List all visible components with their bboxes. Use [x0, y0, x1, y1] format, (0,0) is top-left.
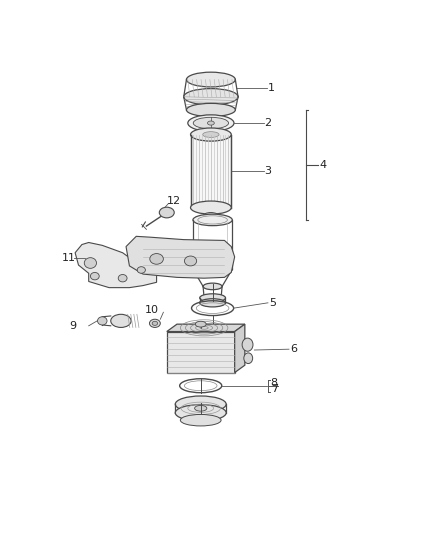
- Ellipse shape: [187, 72, 235, 87]
- Ellipse shape: [159, 207, 174, 218]
- Ellipse shape: [98, 317, 107, 325]
- Ellipse shape: [184, 256, 197, 266]
- Ellipse shape: [150, 254, 163, 264]
- Ellipse shape: [137, 266, 145, 273]
- Text: 4: 4: [320, 160, 327, 170]
- Text: 2: 2: [265, 118, 272, 128]
- Text: 12: 12: [167, 197, 181, 206]
- Ellipse shape: [244, 353, 253, 364]
- Ellipse shape: [195, 321, 206, 327]
- Ellipse shape: [191, 128, 231, 141]
- Polygon shape: [235, 324, 245, 373]
- Ellipse shape: [175, 405, 226, 421]
- Ellipse shape: [203, 283, 222, 290]
- Ellipse shape: [242, 338, 253, 351]
- Text: 8: 8: [271, 378, 278, 388]
- Ellipse shape: [203, 132, 219, 138]
- Ellipse shape: [84, 257, 96, 268]
- Polygon shape: [75, 243, 156, 288]
- Ellipse shape: [208, 121, 214, 125]
- Ellipse shape: [180, 415, 221, 426]
- Ellipse shape: [200, 298, 226, 307]
- Text: 6: 6: [290, 344, 297, 354]
- Text: 5: 5: [269, 298, 276, 308]
- Ellipse shape: [193, 214, 232, 225]
- Polygon shape: [167, 324, 245, 332]
- Ellipse shape: [193, 117, 229, 129]
- Ellipse shape: [200, 294, 226, 302]
- Polygon shape: [126, 236, 235, 278]
- Ellipse shape: [188, 115, 234, 131]
- Ellipse shape: [90, 272, 99, 280]
- Ellipse shape: [193, 263, 232, 275]
- Ellipse shape: [175, 396, 226, 413]
- Ellipse shape: [187, 103, 235, 117]
- Ellipse shape: [197, 415, 204, 419]
- Ellipse shape: [111, 314, 131, 327]
- Text: 9: 9: [70, 321, 77, 331]
- Polygon shape: [191, 134, 231, 207]
- Text: 11: 11: [61, 253, 75, 263]
- Text: 10: 10: [145, 305, 159, 315]
- Ellipse shape: [152, 321, 158, 325]
- Ellipse shape: [191, 201, 231, 214]
- Text: 1: 1: [268, 83, 275, 93]
- Ellipse shape: [194, 406, 207, 411]
- Text: 7: 7: [271, 384, 278, 394]
- Polygon shape: [167, 332, 235, 373]
- Ellipse shape: [118, 274, 127, 282]
- Ellipse shape: [184, 88, 238, 105]
- Text: 3: 3: [265, 166, 272, 176]
- Ellipse shape: [203, 213, 219, 219]
- Ellipse shape: [149, 319, 160, 327]
